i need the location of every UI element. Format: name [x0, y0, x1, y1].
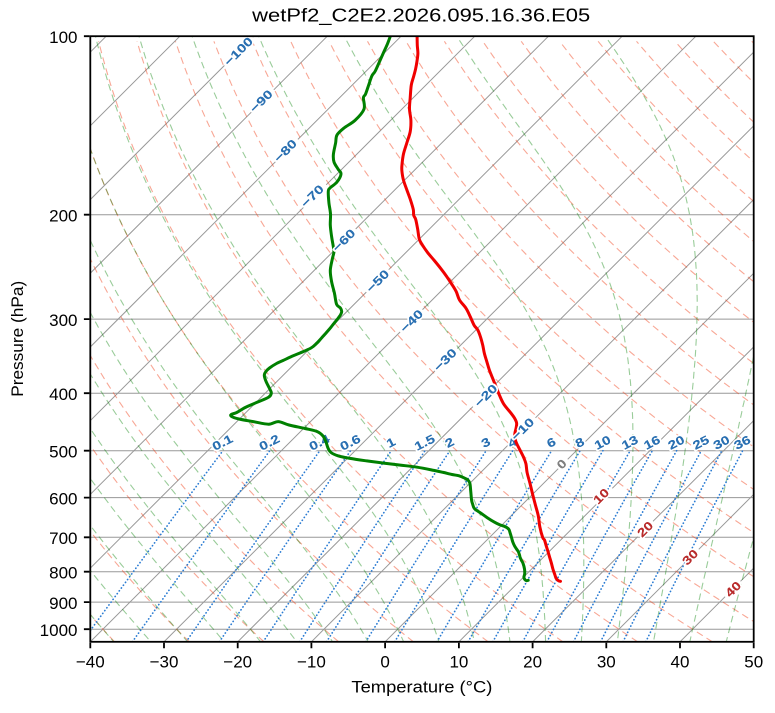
- svg-text:900: 900: [49, 594, 77, 613]
- svg-text:10: 10: [592, 432, 614, 452]
- svg-text:−10: −10: [297, 653, 326, 672]
- svg-text:Pressure (hPa): Pressure (hPa): [8, 281, 27, 397]
- svg-text:700: 700: [49, 529, 77, 548]
- svg-text:800: 800: [49, 564, 77, 583]
- svg-text:30: 30: [597, 653, 616, 672]
- svg-text:−30: −30: [150, 653, 179, 672]
- svg-text:13: 13: [619, 432, 641, 452]
- svg-text:100: 100: [49, 28, 77, 47]
- svg-text:−40: −40: [76, 653, 105, 672]
- svg-text:36: 36: [732, 432, 754, 452]
- svg-text:50: 50: [744, 653, 763, 672]
- svg-text:0: 0: [380, 653, 389, 672]
- svg-text:16: 16: [641, 432, 663, 452]
- svg-text:Temperature (°C): Temperature (°C): [351, 679, 492, 697]
- svg-text:40: 40: [671, 653, 690, 672]
- svg-text:wetPf2_C2E2.2026.095.16.36.E05: wetPf2_C2E2.2026.095.16.36.E05: [251, 5, 590, 27]
- svg-text:−20: −20: [223, 653, 252, 672]
- svg-text:30: 30: [711, 432, 733, 452]
- svg-text:20: 20: [666, 432, 688, 452]
- svg-text:600: 600: [49, 489, 77, 508]
- svg-text:25: 25: [690, 432, 712, 452]
- svg-text:500: 500: [49, 443, 77, 462]
- svg-text:20: 20: [523, 653, 542, 672]
- svg-text:1000: 1000: [40, 621, 78, 640]
- svg-text:200: 200: [49, 207, 77, 226]
- svg-text:300: 300: [49, 311, 77, 330]
- svg-text:10: 10: [449, 653, 468, 672]
- svg-text:400: 400: [49, 385, 77, 404]
